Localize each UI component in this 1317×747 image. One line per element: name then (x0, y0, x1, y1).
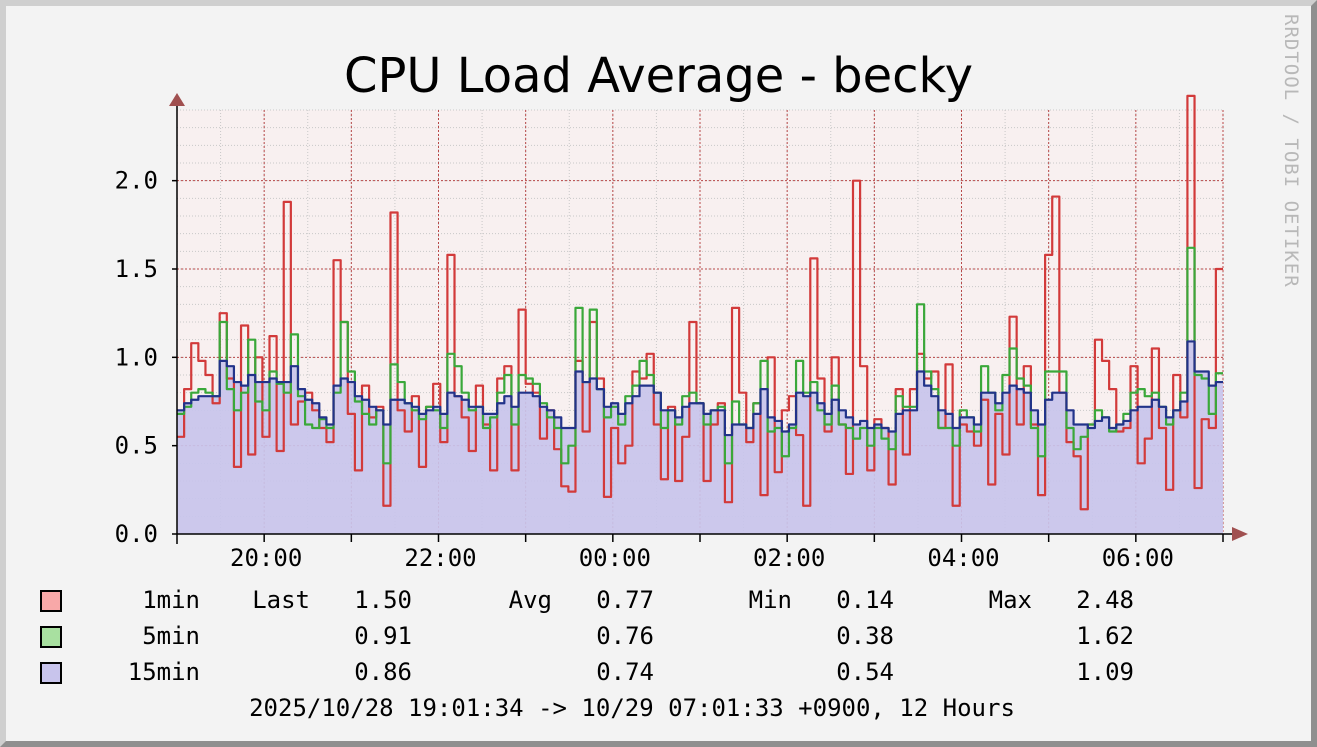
legend-max-value: 2.48 (1076, 586, 1134, 614)
series-15min-area (177, 341, 1223, 534)
legend-min-value: 0.54 (836, 658, 894, 686)
lines-layer (177, 94, 1223, 511)
series-15min-line (177, 340, 1223, 437)
legend-last-value: 0.91 (354, 622, 412, 650)
legend-last-value: 0.86 (354, 658, 412, 686)
legend-min-value: 0.38 (836, 622, 894, 650)
legend-max-value: 1.62 (1076, 622, 1134, 650)
tick-labels: 0.0 0.5 1.0 1.5 2.0 20:00 22:00 00:00 02:00 04:00… (115, 167, 1174, 572)
area-layer (177, 341, 1223, 534)
legend-row-1min: 1min Last 1.50 Avg 0.77 Min 0.14 Max 2.4… (40, 586, 1280, 616)
y-tick-label: 0.5 (115, 432, 158, 460)
legend-header-max: Max (988, 586, 1032, 614)
legend-avg-value: 0.76 (596, 622, 654, 650)
x-tick-label: 20:00 (230, 544, 302, 572)
x-tick-label: 02:00 (753, 544, 825, 572)
legend-header-min: Min (748, 586, 792, 614)
x-tick-label: 06:00 (1102, 544, 1174, 572)
legend-header-last: Last (252, 586, 310, 614)
legend-avg-value: 0.77 (596, 586, 654, 614)
y-tick-label: 2.0 (115, 167, 158, 195)
legend-max-value: 1.09 (1076, 658, 1134, 686)
x-tick-label: 22:00 (404, 544, 476, 572)
legend-swatch-1min (40, 590, 62, 612)
legend-row-5min: 5min 0.91 0.76 0.38 1.62 (40, 622, 1280, 652)
series-5min-line (177, 246, 1223, 465)
legend-min-value: 0.14 (836, 586, 894, 614)
legend-name: 1min (142, 586, 200, 614)
legend-last-value: 1.50 (354, 586, 412, 614)
y-axis-arrow (169, 93, 185, 106)
y-tick-label: 1.0 (115, 343, 158, 371)
legend-header-avg: Avg (508, 586, 552, 614)
legend-name: 15min (127, 658, 200, 686)
legend-name: 5min (142, 622, 200, 650)
legend-swatch-15min (40, 662, 62, 684)
y-tick-label: 1.5 (115, 255, 158, 283)
chart-title: CPU Load Average - becky (343, 48, 974, 104)
legend-swatch-5min (40, 626, 62, 648)
legend-row-15min: 15min 0.86 0.74 0.54 1.09 (40, 658, 1280, 688)
x-tick-label: 04:00 (927, 544, 999, 572)
y-tick-label: 0.0 (115, 520, 158, 548)
legend-avg-value: 0.74 (596, 658, 654, 686)
x-tick-label: 00:00 (579, 544, 651, 572)
x-axis-arrow (1232, 527, 1248, 541)
axes-layer (169, 93, 1248, 544)
time-range-footer: 2025/10/28 19:01:34 -> 10/29 07:01:33 +0… (249, 694, 1015, 722)
rrdtool-watermark: RRDTOOL / TOBI OETIKER (1280, 14, 1302, 288)
